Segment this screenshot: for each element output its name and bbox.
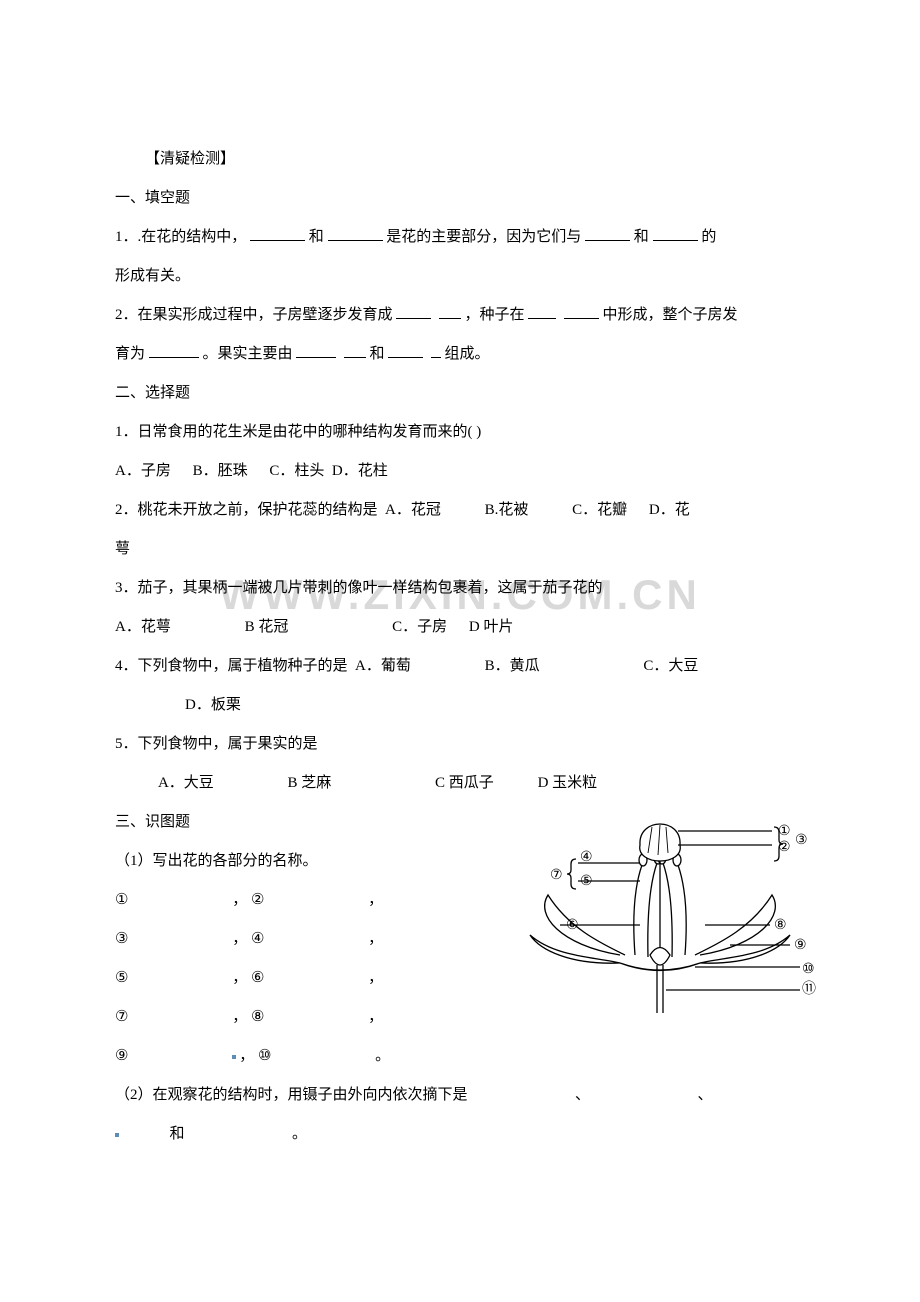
comma: ，	[232, 970, 247, 986]
blank	[528, 303, 556, 319]
flower-diagram: ① ② ③ ④ ⑤ ⑥ ⑦ ⑧ ⑨ ⑩ ⑪	[500, 795, 820, 1025]
lbl-3: ③	[115, 931, 128, 947]
blank	[149, 342, 199, 358]
s2-q5-c: C 西瓜子	[435, 775, 494, 791]
s2-q3-c: C．子房	[392, 619, 447, 635]
s1-q2-t1: 2．在果实形成过程中，子房壁逐步发育成	[115, 307, 393, 323]
blank	[653, 225, 698, 241]
comma: ，	[232, 1009, 247, 1025]
s3-q2-t4: 和	[170, 1126, 185, 1142]
s2-q2-t: 2．桃花未开放之前，保护花蕊的结构是	[115, 502, 378, 518]
s2-q2-c: C．花瓣	[572, 502, 627, 518]
s2-q2-b: B.花被	[485, 502, 529, 518]
s2-q2-d-tail: 萼	[115, 530, 805, 569]
s1-q2-t2: ，种子在	[465, 307, 525, 323]
s2-q1-a: A．子房	[115, 463, 171, 479]
s2-q3-d: D 叶片	[469, 619, 514, 635]
s2-q5-d: D 玉米粒	[538, 775, 598, 791]
s2-q2-d: D．花	[649, 502, 690, 518]
s2-q4-b: B．黄瓜	[485, 658, 540, 674]
s2-q1-c: C．柱头	[269, 463, 324, 479]
s2-q5-a: A．大豆	[158, 775, 214, 791]
s1-q2-t5: 。果实主要由	[203, 346, 293, 362]
comma: ，	[368, 1009, 383, 1025]
dg-lbl-9: ⑨	[794, 938, 807, 953]
s1-q1-t3: 是花的主要部分，因为它们与	[386, 229, 581, 245]
dg-lbl-6: ⑥	[566, 918, 579, 933]
dg-lbl-5: ⑤	[580, 874, 593, 889]
section-header: 【清疑检测】	[145, 151, 235, 167]
blank	[388, 342, 423, 358]
s3-q2-t5: 。	[292, 1126, 307, 1142]
lbl-6: ⑥	[251, 970, 264, 986]
dot-icon	[232, 1055, 236, 1059]
blank	[328, 225, 383, 241]
s1-q1-t4: 和	[634, 229, 649, 245]
s2-q3-b: B 花冠	[245, 619, 289, 635]
lbl-4: ④	[251, 931, 264, 947]
comma: ，	[232, 892, 247, 908]
lbl-10: ⑩	[258, 1048, 271, 1064]
lbl-1: ①	[115, 892, 128, 908]
s2-q4-t: 4．下列食物中，属于植物种子的是	[115, 658, 348, 674]
lbl-2: ②	[251, 892, 264, 908]
lbl-5: ⑤	[115, 970, 128, 986]
s2-q2-a: A．花冠	[385, 502, 441, 518]
s2-q5: 5．下列食物中，属于果实的是	[115, 725, 805, 764]
s1-q1-t1: 1．.在花的结构中，	[115, 229, 246, 245]
s3-q2-t3: 、	[698, 1087, 713, 1103]
s1-q2-t4: 育为	[115, 346, 145, 362]
section2-title: 二、选择题	[115, 374, 805, 413]
blank	[564, 303, 599, 319]
dg-lbl-10: ⑩	[802, 962, 815, 977]
s2-q5-b: B 芝麻	[288, 775, 332, 791]
s2-q3-a: A．花萼	[115, 619, 171, 635]
blank	[585, 225, 630, 241]
period: 。	[375, 1048, 390, 1064]
dg-lbl-7: ⑦	[550, 868, 563, 883]
s1-q2-t3: 中形成，整个子房发	[603, 307, 738, 323]
dg-lbl-2: ②	[778, 840, 791, 855]
s2-q4-d: D．板栗	[185, 697, 241, 713]
blank	[250, 225, 305, 241]
dg-lbl-4: ④	[580, 850, 593, 865]
lbl-7: ⑦	[115, 1009, 128, 1025]
s2-q1-d: D．花柱	[332, 463, 388, 479]
comma: ，	[232, 1048, 254, 1064]
s2-q4-c: C．大豆	[643, 658, 698, 674]
lbl-8: ⑧	[251, 1009, 264, 1025]
blank	[439, 303, 461, 319]
s2-q3: 3．茄子，其果柄一端被几片带刺的像叶一样结构包裹着，这属于茄子花的	[115, 569, 805, 608]
blank	[431, 342, 441, 358]
s1-q2-t7: 组成。	[445, 346, 490, 362]
blank	[296, 342, 336, 358]
dot-icon	[115, 1133, 119, 1137]
dg-lbl-11: ⑪	[802, 981, 816, 997]
blank	[396, 303, 431, 319]
s2-q1: 1．日常食用的花生米是由花中的哪种结构发育而来的( )	[115, 413, 805, 452]
s1-q1-t2: 和	[309, 229, 324, 245]
s1-q1-t6: 形成有关。	[115, 257, 805, 296]
comma: ，	[368, 931, 383, 947]
blank	[344, 342, 366, 358]
dg-lbl-3: ③	[795, 833, 808, 848]
lbl-9: ⑨	[115, 1048, 128, 1064]
section1-title: 一、填空题	[115, 179, 805, 218]
dg-lbl-1: ①	[778, 824, 791, 839]
s3-q2-t1: （2）在观察花的结构时，用镊子由外向内依次摘下是	[115, 1087, 468, 1103]
comma: ，	[368, 892, 383, 908]
s1-q1-t5: 的	[701, 229, 716, 245]
dg-lbl-8: ⑧	[774, 918, 787, 933]
comma: ，	[368, 970, 383, 986]
s1-q2-t6: 和	[370, 346, 385, 362]
comma: ，	[232, 931, 247, 947]
s2-q1-b: B．胚珠	[193, 463, 248, 479]
s2-q4-a: A．葡萄	[355, 658, 411, 674]
s3-q2-t2: 、	[575, 1087, 590, 1103]
